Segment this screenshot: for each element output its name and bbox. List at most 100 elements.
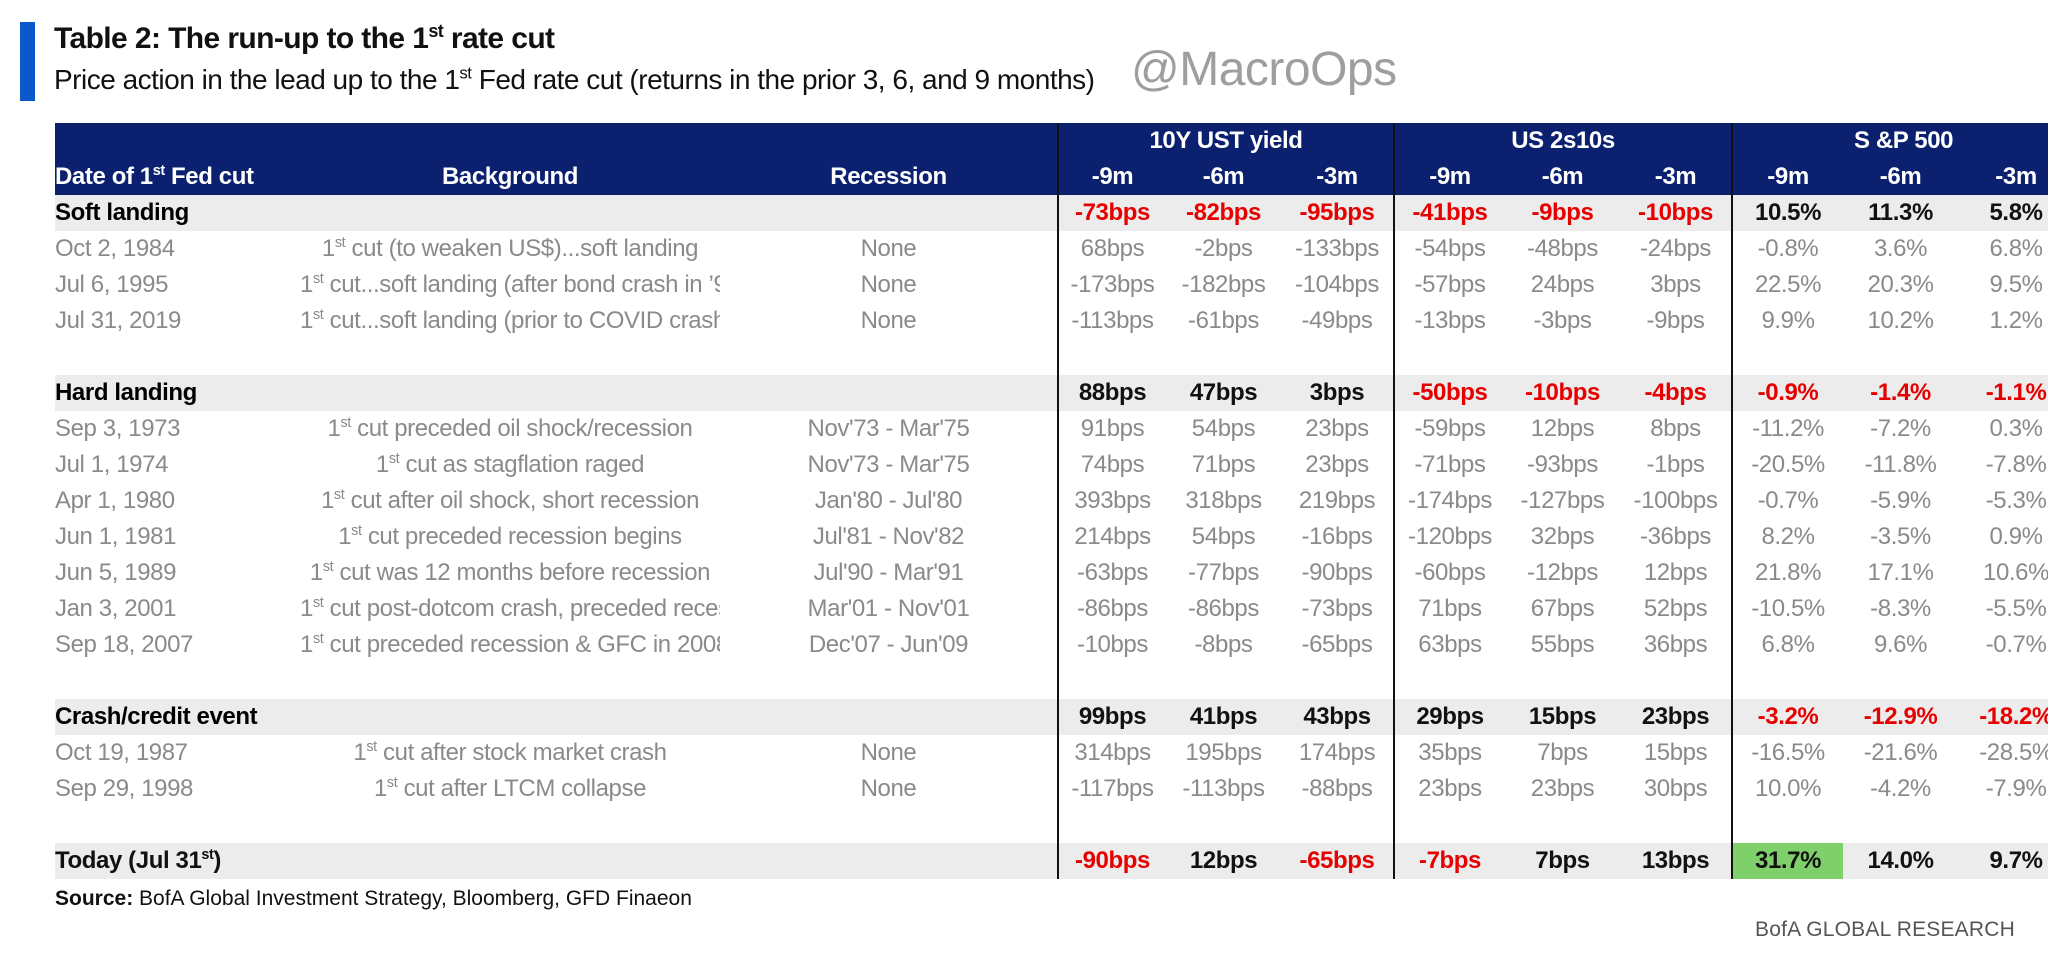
today-label: Today (Jul 31st) xyxy=(55,843,300,879)
spacer-cell xyxy=(1166,663,1281,699)
spacer-cell xyxy=(300,663,720,699)
value-cell: 195bps xyxy=(1185,739,1262,766)
value-cell: 8bps xyxy=(1650,415,1701,442)
value-cell: 13bps xyxy=(1620,843,1733,879)
column-header-background: Background xyxy=(300,159,720,195)
value-cell: -7.2% xyxy=(1870,415,1931,442)
value-cell: -86bps xyxy=(1188,595,1259,622)
column-header-m3: -3m xyxy=(1620,159,1733,195)
spacer-row xyxy=(55,663,2048,699)
section-row: Crash/credit event 99bps 41bps 43bps 29bps 15… xyxy=(55,699,2048,735)
value-cell: -174bps xyxy=(1393,483,1505,519)
recession-cell: None xyxy=(860,271,917,298)
value-cell: -16.5% xyxy=(1731,735,1844,771)
spacer-cell xyxy=(1057,339,1166,375)
background-cell: 1st cut was 12 months before recession xyxy=(309,559,711,586)
background-cell: 1st cut after LTCM collapse xyxy=(373,775,647,802)
column-header-m9: -9m xyxy=(1057,159,1166,195)
value-cell: -73bps xyxy=(1057,195,1166,231)
value-cell: -1bps xyxy=(1646,451,1705,478)
value-cell: 12bps xyxy=(1166,843,1281,879)
value-cell: -36bps xyxy=(1640,523,1711,550)
table-row: Sep 3, 1973 1st cut preceded oil shock/re… xyxy=(55,411,2048,447)
spacer-cell xyxy=(1393,663,1505,699)
value-cell: 74bps xyxy=(1057,447,1166,483)
value-cell: -3bps xyxy=(1533,307,1592,334)
column-header-m3: -3m xyxy=(1958,159,2048,195)
value-cell: -28.5% xyxy=(1958,735,2048,771)
page-subtitle: Price action in the lead up to the 1st F… xyxy=(54,63,1095,95)
value-cell: 10.6% xyxy=(1958,555,2048,591)
section-background xyxy=(300,375,720,411)
value-cell: -57bps xyxy=(1393,267,1505,303)
section-row: Soft landing -73bps -82bps -95bps -41bps -9bp… xyxy=(55,195,2048,231)
column-header-m3: -3m xyxy=(1281,159,1394,195)
value-cell: -12bps xyxy=(1527,559,1598,586)
recession-cell: None xyxy=(860,739,917,766)
value-cell: -93bps xyxy=(1527,451,1598,478)
value-cell: 67bps xyxy=(1530,595,1595,622)
value-cell: 54bps xyxy=(1191,523,1256,550)
spacer-cell xyxy=(720,339,1058,375)
date-cell: Apr 1, 1980 xyxy=(55,487,175,514)
value-cell: -41bps xyxy=(1393,195,1505,231)
accent-bar xyxy=(20,22,35,101)
recession-cell: Jul'90 - Mar'91 xyxy=(813,559,964,586)
value-cell: 10.0% xyxy=(1731,771,1844,807)
value-cell: 99bps xyxy=(1057,699,1166,735)
table-row: Jun 5, 1989 1st cut was 12 months before … xyxy=(55,555,2048,591)
value-cell: 3bps xyxy=(1281,375,1394,411)
recession-cell: None xyxy=(860,307,917,334)
column-header-m9: -9m xyxy=(1731,159,1844,195)
section-recession xyxy=(720,375,1058,411)
value-cell: -3.2% xyxy=(1731,699,1844,735)
recession-cell: Jan'80 - Jul'80 xyxy=(814,487,963,514)
value-cell: 24bps xyxy=(1530,271,1595,298)
spacer-cell xyxy=(1057,807,1166,843)
table-row: Sep 18, 2007 1st cut preceded recession &… xyxy=(55,627,2048,663)
value-cell: 20.3% xyxy=(1867,271,1934,298)
column-header-recession: Recession xyxy=(720,159,1058,195)
spacer-cell xyxy=(55,339,300,375)
value-cell: 6.8% xyxy=(1958,231,2048,267)
spacer-cell xyxy=(1393,339,1505,375)
value-cell: -11.8% xyxy=(1864,451,1937,478)
value-cell: -95bps xyxy=(1281,195,1394,231)
value-cell: -61bps xyxy=(1188,307,1259,334)
value-cell: 314bps xyxy=(1057,735,1166,771)
date-cell: Oct 19, 1987 xyxy=(55,739,188,766)
value-cell: -10bps xyxy=(1505,375,1620,411)
value-cell: 14.0% xyxy=(1843,843,1959,879)
value-cell: 23bps xyxy=(1305,451,1369,478)
value-cell: -49bps xyxy=(1301,307,1373,334)
value-cell: 30bps xyxy=(1643,775,1708,802)
date-cell: Oct 2, 1984 xyxy=(55,235,175,262)
value-cell: 15bps xyxy=(1505,699,1620,735)
value-cell: 43bps xyxy=(1281,699,1394,735)
value-cell: -54bps xyxy=(1393,231,1505,267)
value-cell: 47bps xyxy=(1166,375,1281,411)
value-cell: 35bps xyxy=(1393,735,1505,771)
section-row: Hard landing 88bps 47bps 3bps -50bps -10bps -4… xyxy=(55,375,2048,411)
table-row: Oct 2, 1984 1st cut (to weaken US$)...sof… xyxy=(55,231,2048,267)
value-cell: 71bps xyxy=(1191,451,1256,478)
value-cell: 11.3% xyxy=(1843,195,1959,231)
value-cell: -21.6% xyxy=(1863,739,1938,766)
recession-cell: Mar'01 - Nov'01 xyxy=(807,595,970,622)
section-background xyxy=(300,699,720,735)
section-recession xyxy=(720,195,1058,231)
background-cell: 1st cut...soft landing (prior to COVID c… xyxy=(300,307,720,334)
value-cell: -60bps xyxy=(1393,555,1505,591)
column-header-m6: -6m xyxy=(1505,159,1620,195)
background-cell: 1st cut preceded recession & GFC in 2008 xyxy=(300,631,720,658)
value-cell: 318bps xyxy=(1185,487,1262,514)
section-recession xyxy=(720,699,1058,735)
date-cell: Jan 3, 2001 xyxy=(55,595,177,622)
spacer-row xyxy=(55,807,2048,843)
value-cell: 219bps xyxy=(1298,487,1376,514)
table-row: Jul 31, 2019 1st cut...soft landing (prio… xyxy=(55,303,2048,339)
spacer-row xyxy=(55,339,2048,375)
value-cell: -59bps xyxy=(1393,411,1505,447)
value-cell: -120bps xyxy=(1393,519,1505,555)
rate-cut-table: 10Y UST yield US 2s10s S &P 500 Date of … xyxy=(55,123,2048,879)
